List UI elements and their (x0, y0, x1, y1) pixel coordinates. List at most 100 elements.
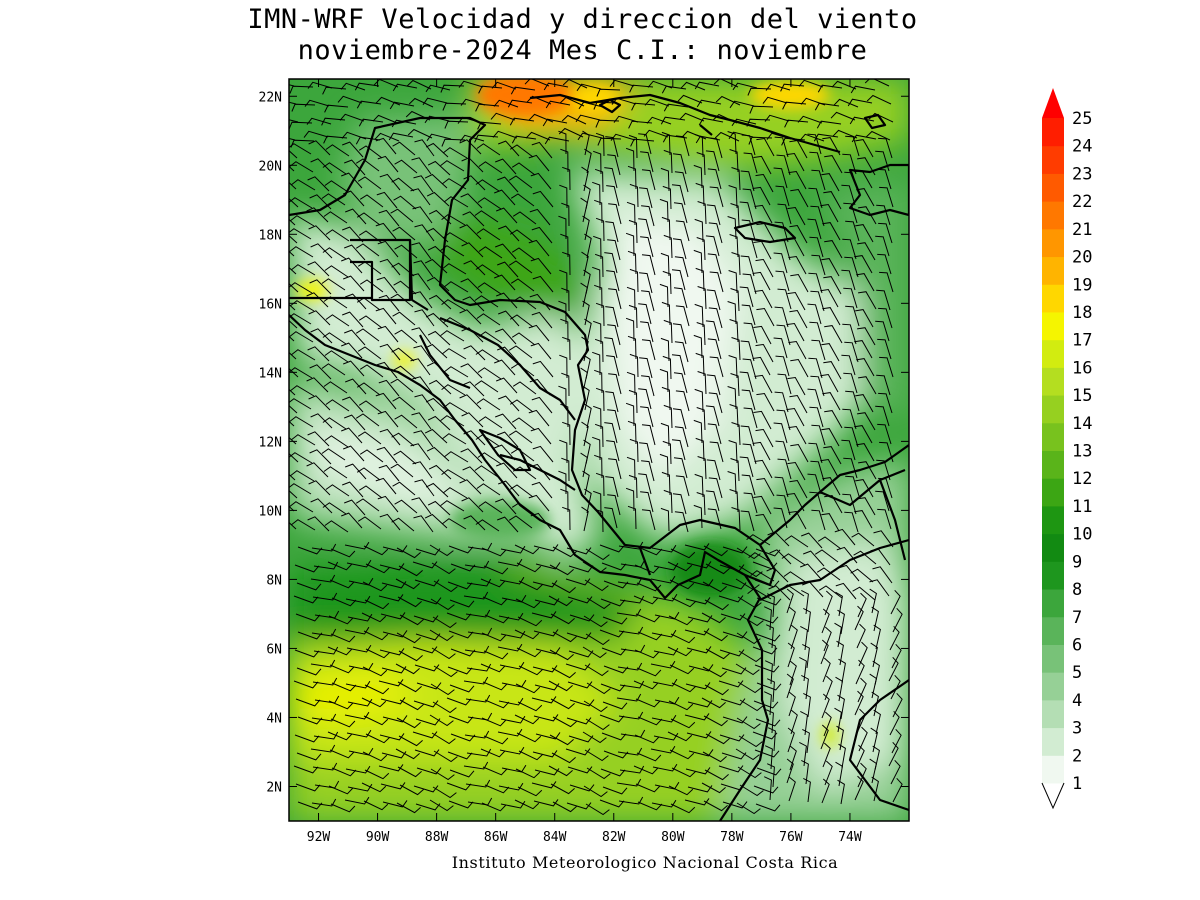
wind-barb (581, 166, 589, 192)
wind-barb (291, 434, 316, 446)
wind-barb (478, 161, 503, 174)
wind-barb (443, 487, 468, 499)
wind-barb (391, 432, 415, 447)
wind-barb (593, 101, 618, 110)
wind-barb (821, 513, 840, 532)
wind-barb (362, 751, 388, 762)
wind-barb (756, 597, 782, 606)
wind-barb (708, 392, 723, 414)
wind-barb (375, 392, 397, 410)
wind-barb (869, 579, 890, 597)
wind-barb (531, 396, 553, 414)
wind-barb (509, 117, 535, 126)
wind-barb (584, 488, 592, 514)
wind-barb (879, 356, 894, 378)
colorbar-swatch (1042, 672, 1064, 701)
wind-barb (491, 81, 517, 90)
wind-barb (459, 139, 482, 155)
wind-barb (739, 371, 754, 393)
wind-barb (824, 590, 833, 616)
wind-barb (391, 177, 415, 192)
wind-barb (739, 286, 754, 308)
wind-barb (595, 119, 620, 128)
wind-barb (873, 624, 881, 650)
wind-barb (297, 716, 323, 725)
wind-barb (560, 488, 569, 513)
wind-barb (484, 784, 510, 794)
wind-barb (330, 803, 356, 813)
wind-barb (671, 682, 697, 693)
wind-barb (729, 489, 739, 513)
wind-barb (747, 588, 772, 600)
wind-barb (595, 387, 605, 412)
wind-barb (811, 509, 826, 531)
wind-barb (603, 665, 629, 674)
wind-barb (660, 116, 686, 125)
wind-barb (876, 459, 891, 481)
colorbar-swatch (1042, 201, 1064, 230)
wind-barb (670, 803, 696, 814)
wind-barb (449, 599, 475, 608)
lat-tick-label: 16N (259, 297, 282, 312)
wind-barb (727, 131, 737, 155)
wind-barb (619, 765, 645, 774)
wind-barb (463, 676, 489, 685)
wind-barb (356, 467, 381, 481)
wind-barb (442, 102, 467, 111)
wind-barb (496, 462, 518, 479)
wind-barb (607, 324, 621, 346)
wind-barb (765, 709, 774, 734)
wind-barb (289, 452, 313, 464)
wind-barb (857, 762, 867, 788)
wind-barb (662, 440, 672, 465)
wind-barb (531, 781, 557, 789)
wind-barb (413, 700, 439, 708)
wind-barb (481, 547, 507, 557)
wind-barb (374, 132, 400, 142)
wind-barb (341, 131, 367, 140)
wind-barb (378, 294, 400, 312)
wind-barb (822, 657, 831, 683)
wind-barb (890, 589, 901, 615)
wind-barb (754, 374, 773, 394)
wind-barb (289, 436, 297, 445)
wind-barb (855, 744, 865, 770)
wind-barb (324, 520, 349, 533)
wind-barb (550, 698, 575, 710)
wind-barb (628, 304, 638, 329)
wind-barb (640, 406, 654, 428)
lon-tick-label: 84W (543, 830, 567, 845)
wind-barb (430, 768, 455, 781)
wind-barb (345, 208, 367, 225)
wind-barb (849, 116, 875, 125)
wind-barb (801, 532, 823, 549)
wind-barb (858, 206, 877, 225)
wind-barb (754, 459, 773, 479)
colorbar-swatch (1042, 395, 1064, 424)
wind-barb (569, 784, 595, 792)
wind-barb (390, 463, 414, 478)
wind-barb (576, 83, 602, 92)
wind-barb (777, 373, 792, 395)
wind-barb (321, 278, 346, 291)
wind-barb (511, 502, 536, 516)
wind-barb (704, 769, 729, 781)
wind-barb (310, 243, 333, 259)
wind-barb (297, 801, 323, 810)
wind-barb (290, 470, 315, 482)
wind-barb (619, 680, 645, 689)
wind-barb (694, 218, 704, 243)
wind-barb (289, 521, 297, 530)
wind-barb (511, 135, 537, 144)
colorbar-label: 6 (1072, 635, 1082, 655)
wind-barb (358, 230, 383, 244)
wind-barb (448, 715, 474, 724)
wind-barb (755, 633, 781, 642)
wind-barb (382, 715, 408, 723)
wind-barb (629, 84, 654, 93)
wind-barb (854, 255, 873, 274)
wind-barb (309, 449, 332, 465)
wind-barb (801, 589, 809, 615)
wind-barb (380, 697, 406, 705)
colorbar-label: 3 (1072, 719, 1082, 739)
